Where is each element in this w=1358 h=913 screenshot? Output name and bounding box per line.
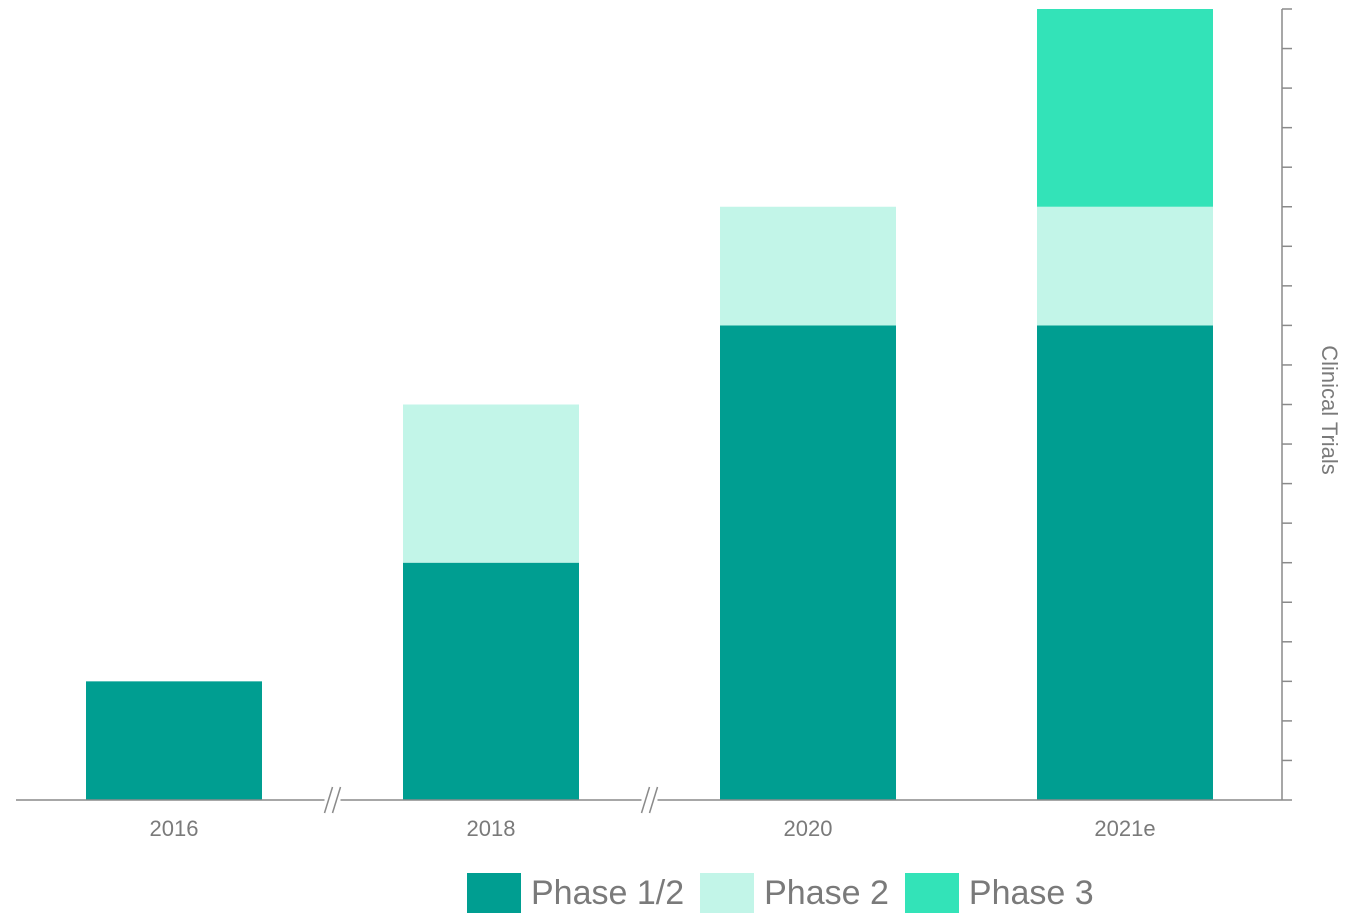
legend-label: Phase 3 — [968, 874, 1094, 912]
x-tick-label-2016: 2016 — [150, 816, 199, 841]
legend-label: Phase 1/2 — [531, 874, 685, 912]
axis-break-mark — [640, 786, 659, 814]
bar-2021e-series-1 — [1037, 325, 1213, 800]
bar-2021e-series-2 — [1037, 206, 1213, 326]
legend-swatch — [904, 873, 959, 913]
bars-group — [86, 9, 1213, 800]
legend-item-phase-2: Phase 2 — [700, 873, 889, 913]
bar-2020-series-1 — [720, 325, 896, 800]
bar-2018-series-2 — [403, 404, 579, 563]
x-tick-labels-group: 2016 2018 2020 2021e — [150, 816, 1156, 841]
bar-2018-series-1 — [403, 562, 579, 800]
legend-swatch — [700, 873, 755, 913]
axis-break-mark — [323, 786, 342, 814]
axis-breaks-group — [323, 786, 659, 814]
legend-item-phase-1-2: Phase 1/2 — [467, 873, 684, 913]
y-axis-title: Clinical Trials — [1317, 345, 1342, 475]
legend: Phase 1/2 Phase 2 Phase 3 — [467, 873, 1110, 913]
y-ticks-group — [1282, 8, 1292, 801]
legend-item-phase-3: Phase 3 — [904, 873, 1094, 913]
bar-2020-series-2 — [720, 206, 896, 326]
x-tick-label-2018: 2018 — [467, 816, 516, 841]
legend-label: Phase 2 — [764, 874, 889, 912]
x-tick-label-2021e: 2021e — [1094, 816, 1155, 841]
bar-2016-series-1 — [86, 681, 262, 800]
legend-swatch — [467, 873, 521, 913]
x-tick-label-2020: 2020 — [784, 816, 833, 841]
bar-2021e-series-3 — [1037, 9, 1213, 207]
chart: 2016 2018 2020 2021e Clinical Trials — [16, 8, 1342, 841]
